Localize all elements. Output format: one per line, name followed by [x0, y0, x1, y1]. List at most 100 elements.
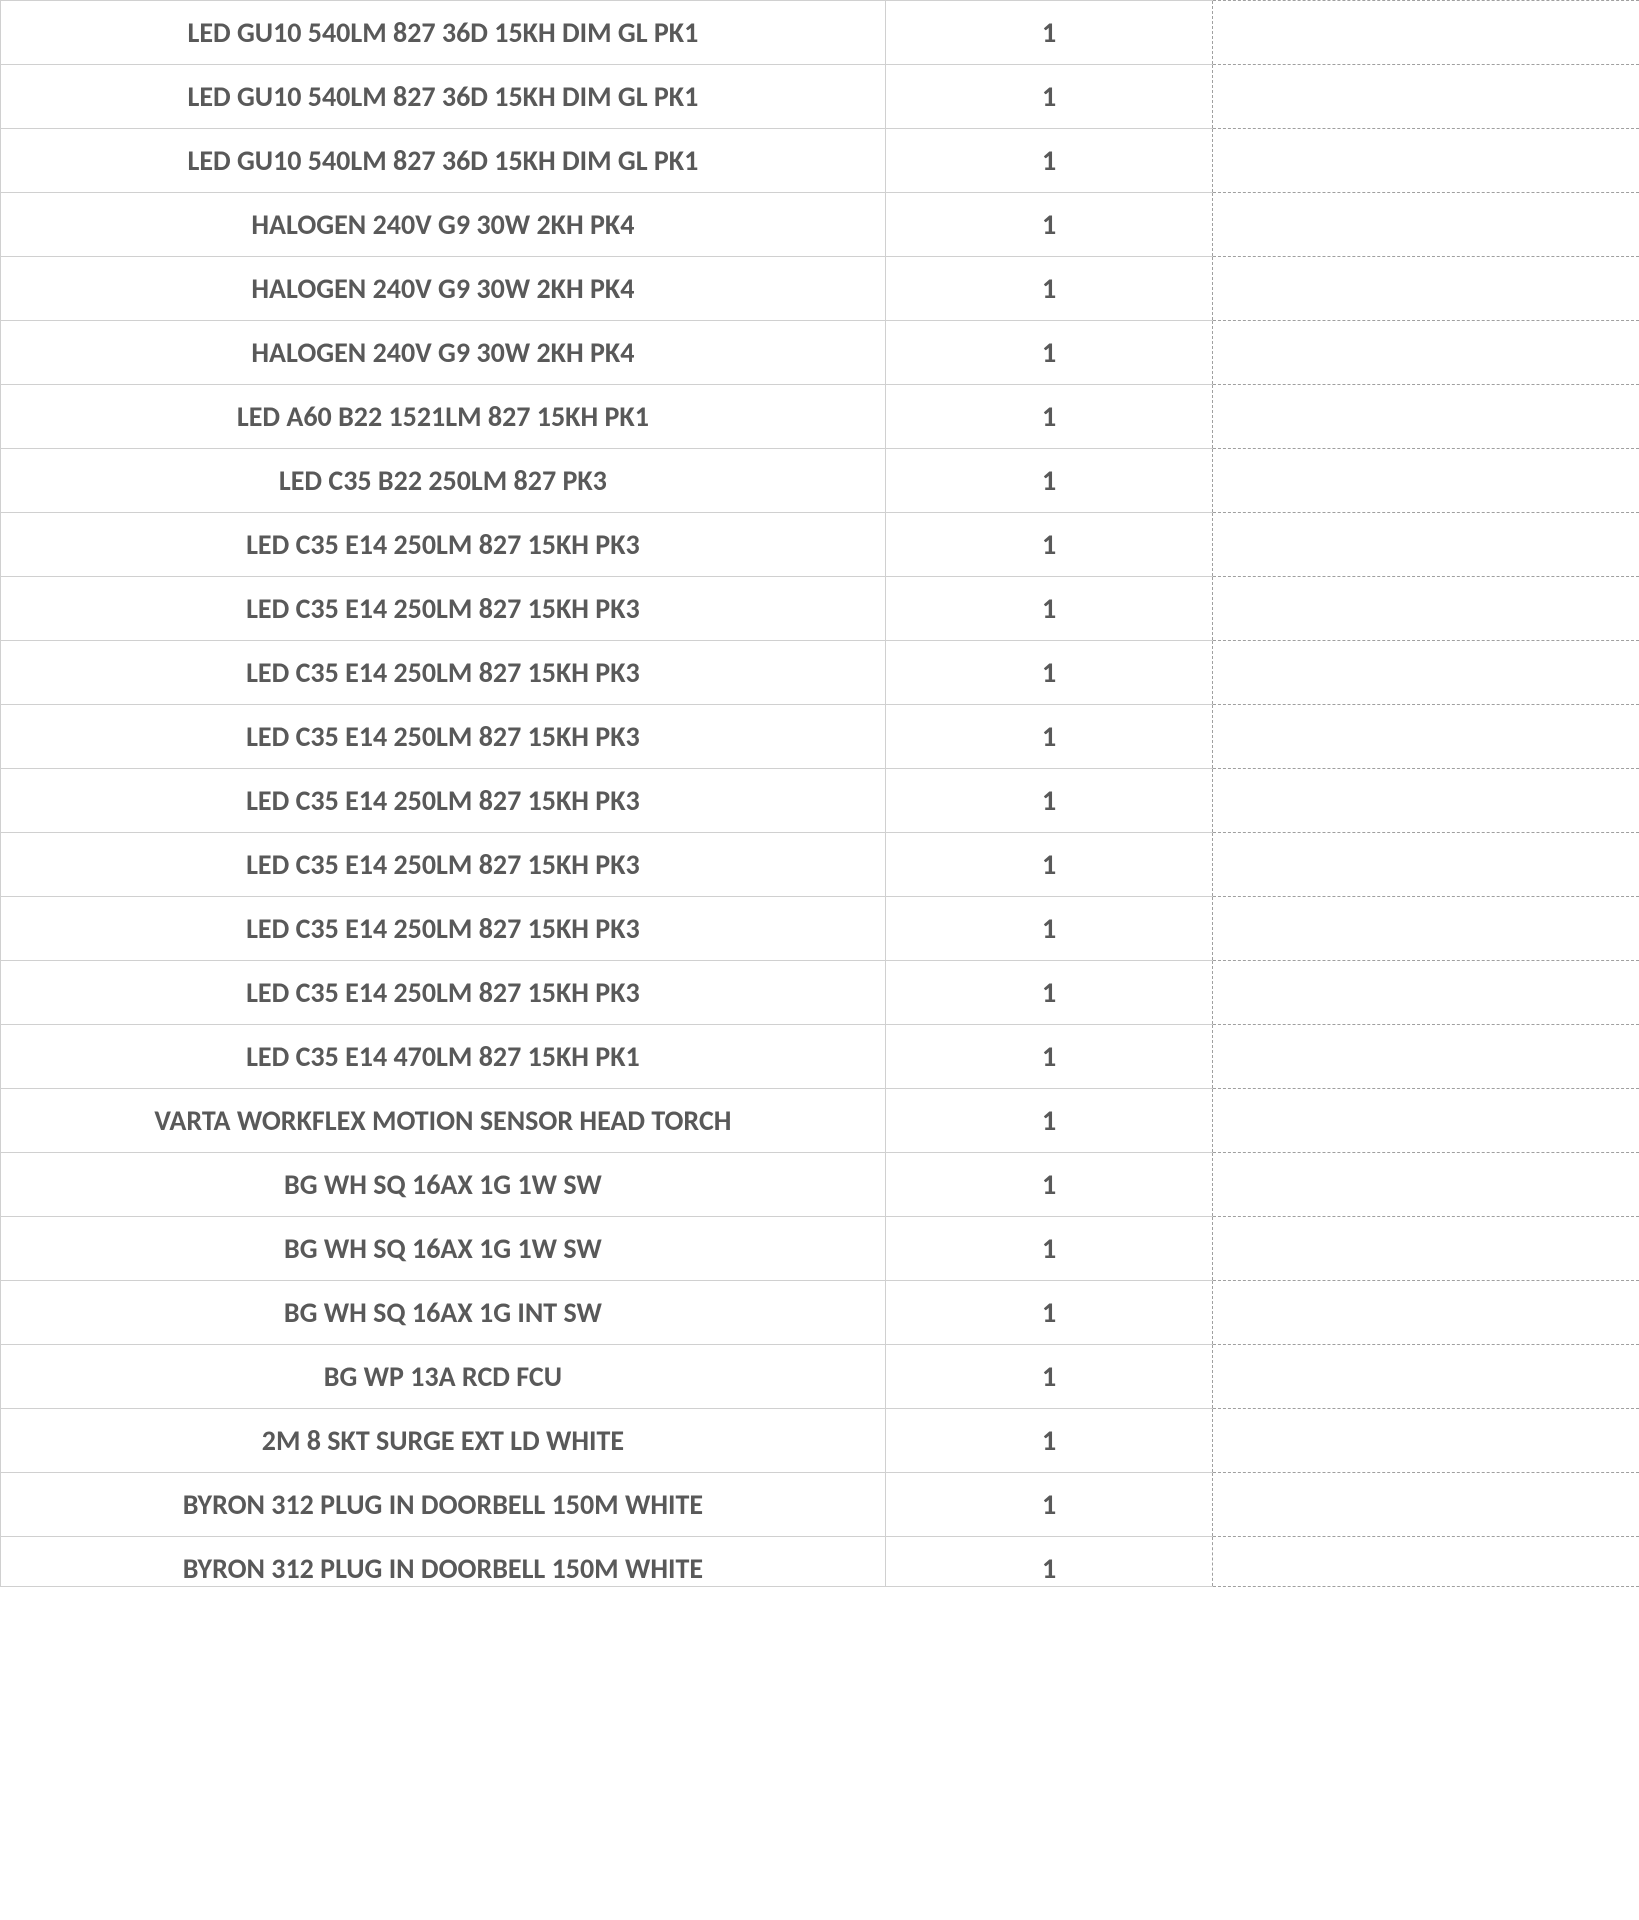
description-cell[interactable]: BG WH SQ 16AX 1G 1W SW — [1, 1217, 886, 1281]
qty-cell[interactable]: 1 — [885, 193, 1213, 257]
description-cell[interactable]: LED C35 E14 250LM 827 15KH PK3 — [1, 513, 886, 577]
description-cell[interactable]: LED C35 E14 250LM 827 15KH PK3 — [1, 833, 886, 897]
description-cell[interactable]: LED C35 E14 250LM 827 15KH PK3 — [1, 769, 886, 833]
qty-cell[interactable]: 1 — [885, 1537, 1213, 1587]
description-cell[interactable]: LED GU10 540LM 827 36D 15KH DIM GL PK1 — [1, 1, 886, 65]
table-row[interactable]: HALOGEN 240V G9 30W 2KH PK41 — [1, 257, 1639, 321]
qty-cell[interactable]: 1 — [885, 449, 1213, 513]
description-cell[interactable]: LED A60 B22 1521LM 827 15KH PK1 — [1, 385, 886, 449]
qty-cell[interactable]: 1 — [885, 961, 1213, 1025]
blank-cell[interactable] — [1213, 1409, 1639, 1473]
qty-cell[interactable]: 1 — [885, 321, 1213, 385]
table-row[interactable]: LED C35 B22 250LM 827 PK31 — [1, 449, 1639, 513]
qty-cell[interactable]: 1 — [885, 1089, 1213, 1153]
blank-cell[interactable] — [1213, 449, 1639, 513]
qty-cell[interactable]: 1 — [885, 1, 1213, 65]
blank-cell[interactable] — [1213, 641, 1639, 705]
description-cell[interactable]: LED GU10 540LM 827 36D 15KH DIM GL PK1 — [1, 65, 886, 129]
qty-cell[interactable]: 1 — [885, 577, 1213, 641]
qty-cell[interactable]: 1 — [885, 897, 1213, 961]
table-row[interactable]: VARTA WORKFLEX MOTION SENSOR HEAD TORCH1 — [1, 1089, 1639, 1153]
description-cell[interactable]: LED C35 E14 250LM 827 15KH PK3 — [1, 641, 886, 705]
table-row[interactable]: BG WP 13A RCD FCU1 — [1, 1345, 1639, 1409]
blank-cell[interactable] — [1213, 385, 1639, 449]
blank-cell[interactable] — [1213, 1025, 1639, 1089]
table-row[interactable]: LED C35 E14 250LM 827 15KH PK31 — [1, 705, 1639, 769]
description-cell[interactable]: VARTA WORKFLEX MOTION SENSOR HEAD TORCH — [1, 1089, 886, 1153]
description-cell[interactable]: HALOGEN 240V G9 30W 2KH PK4 — [1, 193, 886, 257]
blank-cell[interactable] — [1213, 833, 1639, 897]
blank-cell[interactable] — [1213, 193, 1639, 257]
table-row[interactable]: LED GU10 540LM 827 36D 15KH DIM GL PK11 — [1, 65, 1639, 129]
blank-cell[interactable] — [1213, 1217, 1639, 1281]
qty-cell[interactable]: 1 — [885, 1153, 1213, 1217]
table-row[interactable]: LED C35 E14 250LM 827 15KH PK31 — [1, 769, 1639, 833]
blank-cell[interactable] — [1213, 257, 1639, 321]
blank-cell[interactable] — [1213, 769, 1639, 833]
table-row[interactable]: LED C35 E14 250LM 827 15KH PK31 — [1, 641, 1639, 705]
description-cell[interactable]: BG WH SQ 16AX 1G INT SW — [1, 1281, 886, 1345]
description-cell[interactable]: BYRON 312 PLUG IN DOORBELL 150M WHITE — [1, 1537, 886, 1587]
description-cell[interactable]: LED C35 E14 470LM 827 15KH PK1 — [1, 1025, 886, 1089]
blank-cell[interactable] — [1213, 1153, 1639, 1217]
blank-cell[interactable] — [1213, 577, 1639, 641]
table-row[interactable]: LED A60 B22 1521LM 827 15KH PK11 — [1, 385, 1639, 449]
table-row[interactable]: LED C35 E14 470LM 827 15KH PK11 — [1, 1025, 1639, 1089]
qty-cell[interactable]: 1 — [885, 1345, 1213, 1409]
qty-cell[interactable]: 1 — [885, 385, 1213, 449]
qty-cell[interactable]: 1 — [885, 1409, 1213, 1473]
blank-cell[interactable] — [1213, 1, 1639, 65]
description-cell[interactable]: LED C35 E14 250LM 827 15KH PK3 — [1, 961, 886, 1025]
description-cell[interactable]: LED C35 E14 250LM 827 15KH PK3 — [1, 577, 886, 641]
qty-cell[interactable]: 1 — [885, 1281, 1213, 1345]
table-row[interactable]: BG WH SQ 16AX 1G 1W SW1 — [1, 1217, 1639, 1281]
blank-cell[interactable] — [1213, 897, 1639, 961]
description-cell[interactable]: BYRON 312 PLUG IN DOORBELL 150M WHITE — [1, 1473, 886, 1537]
blank-cell[interactable] — [1213, 129, 1639, 193]
qty-cell[interactable]: 1 — [885, 705, 1213, 769]
table-row[interactable]: 2M 8 SKT SURGE EXT LD WHITE1 — [1, 1409, 1639, 1473]
table-row[interactable]: BG WH SQ 16AX 1G INT SW1 — [1, 1281, 1639, 1345]
table-row[interactable]: LED C35 E14 250LM 827 15KH PK31 — [1, 577, 1639, 641]
table-row[interactable]: BG WH SQ 16AX 1G 1W SW1 — [1, 1153, 1639, 1217]
blank-cell[interactable] — [1213, 513, 1639, 577]
qty-cell[interactable]: 1 — [885, 65, 1213, 129]
qty-cell[interactable]: 1 — [885, 513, 1213, 577]
qty-cell[interactable]: 1 — [885, 1025, 1213, 1089]
blank-cell[interactable] — [1213, 1537, 1639, 1587]
blank-cell[interactable] — [1213, 1473, 1639, 1537]
table-row[interactable]: LED C35 E14 250LM 827 15KH PK31 — [1, 513, 1639, 577]
qty-cell[interactable]: 1 — [885, 257, 1213, 321]
table-row[interactable]: LED C35 E14 250LM 827 15KH PK31 — [1, 897, 1639, 961]
description-cell[interactable]: HALOGEN 240V G9 30W 2KH PK4 — [1, 321, 886, 385]
blank-cell[interactable] — [1213, 1089, 1639, 1153]
table-row[interactable]: HALOGEN 240V G9 30W 2KH PK41 — [1, 193, 1639, 257]
description-cell[interactable]: LED GU10 540LM 827 36D 15KH DIM GL PK1 — [1, 129, 886, 193]
blank-cell[interactable] — [1213, 321, 1639, 385]
description-cell[interactable]: 2M 8 SKT SURGE EXT LD WHITE — [1, 1409, 886, 1473]
blank-cell[interactable] — [1213, 705, 1639, 769]
blank-cell[interactable] — [1213, 1345, 1639, 1409]
description-cell[interactable]: LED C35 E14 250LM 827 15KH PK3 — [1, 705, 886, 769]
description-cell[interactable]: HALOGEN 240V G9 30W 2KH PK4 — [1, 257, 886, 321]
spreadsheet-table[interactable]: LED GU10 540LM 827 36D 15KH DIM GL PK11L… — [0, 0, 1639, 1587]
table-row[interactable]: LED GU10 540LM 827 36D 15KH DIM GL PK11 — [1, 1, 1639, 65]
description-cell[interactable]: BG WH SQ 16AX 1G 1W SW — [1, 1153, 886, 1217]
blank-cell[interactable] — [1213, 961, 1639, 1025]
qty-cell[interactable]: 1 — [885, 129, 1213, 193]
description-cell[interactable]: LED C35 E14 250LM 827 15KH PK3 — [1, 897, 886, 961]
table-row[interactable]: BYRON 312 PLUG IN DOORBELL 150M WHITE1 — [1, 1473, 1639, 1537]
description-cell[interactable]: LED C35 B22 250LM 827 PK3 — [1, 449, 886, 513]
blank-cell[interactable] — [1213, 65, 1639, 129]
table-row[interactable]: LED GU10 540LM 827 36D 15KH DIM GL PK11 — [1, 129, 1639, 193]
table-row[interactable]: HALOGEN 240V G9 30W 2KH PK41 — [1, 321, 1639, 385]
qty-cell[interactable]: 1 — [885, 769, 1213, 833]
qty-cell[interactable]: 1 — [885, 641, 1213, 705]
qty-cell[interactable]: 1 — [885, 1217, 1213, 1281]
table-row[interactable]: LED C35 E14 250LM 827 15KH PK31 — [1, 833, 1639, 897]
description-cell[interactable]: BG WP 13A RCD FCU — [1, 1345, 886, 1409]
blank-cell[interactable] — [1213, 1281, 1639, 1345]
table-row[interactable]: LED C35 E14 250LM 827 15KH PK31 — [1, 961, 1639, 1025]
qty-cell[interactable]: 1 — [885, 1473, 1213, 1537]
qty-cell[interactable]: 1 — [885, 833, 1213, 897]
